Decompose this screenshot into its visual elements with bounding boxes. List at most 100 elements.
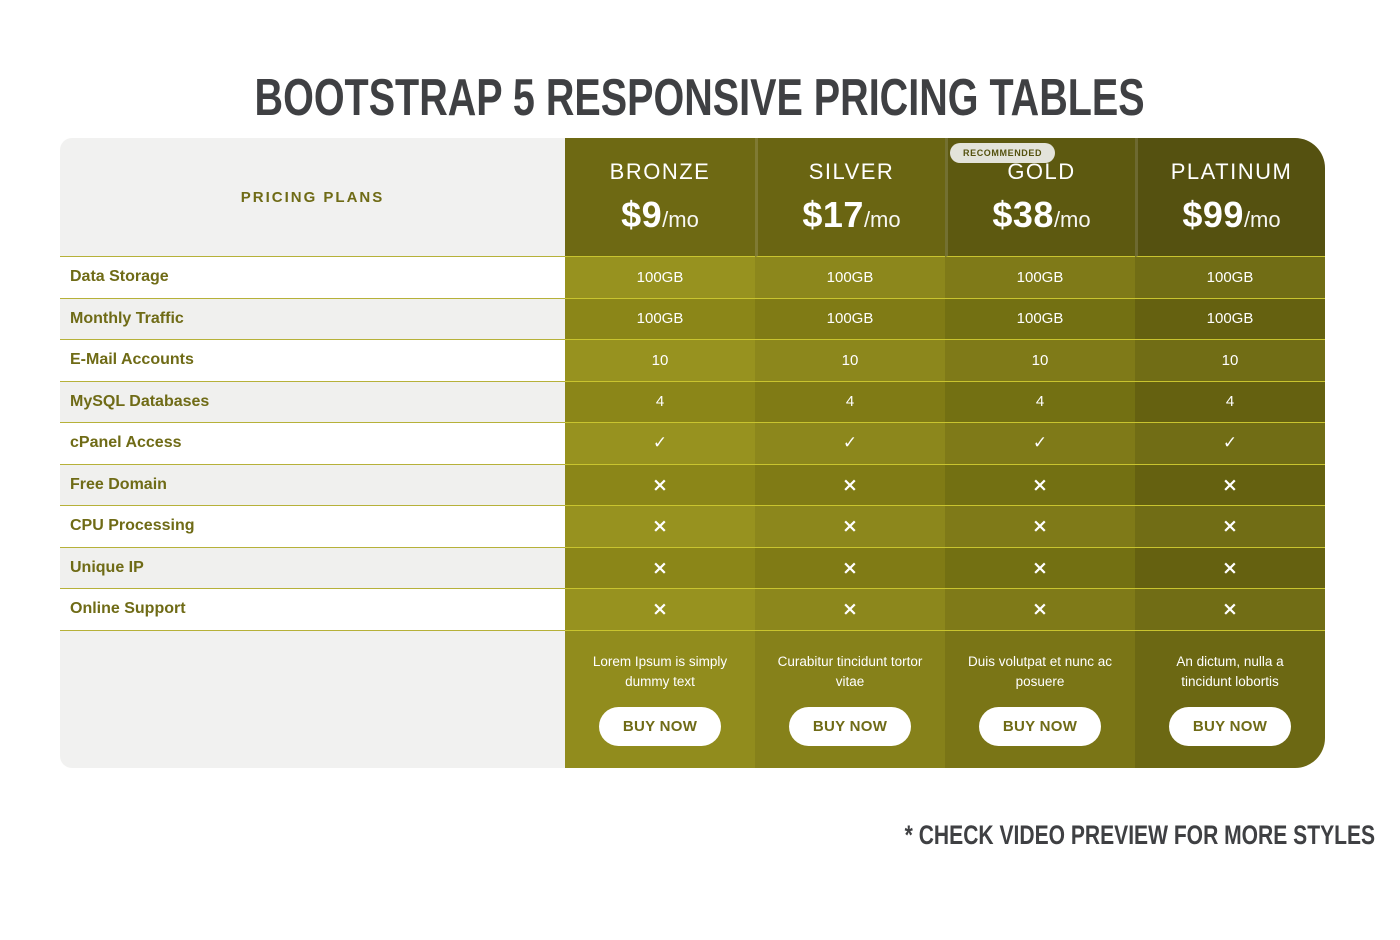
feature-label: Online Support — [70, 600, 186, 618]
plan-value: 10 — [1031, 351, 1049, 369]
plan-value-cell: × — [1135, 506, 1325, 548]
plan-description: An dictum, nulla a tincidunt lobortis — [1176, 654, 1284, 689]
plan-price-amount: $99 — [1182, 193, 1244, 235]
cross-icon: × — [842, 598, 858, 621]
feature-label: CPU Processing — [70, 517, 195, 535]
page-title: BOOTSTRAP 5 RESPONSIVE PRICING TABLES — [254, 69, 1146, 127]
plan-value: 100GB — [826, 310, 874, 328]
plan-value: 100GB — [636, 310, 684, 328]
plan-value-cell: × — [565, 547, 755, 589]
plan-price: $9/mo — [621, 194, 699, 236]
plan-value-cell: 10 — [945, 340, 1135, 382]
plan-value-cell: × — [1135, 589, 1325, 631]
buy-now-button[interactable]: BUY NOW — [1168, 706, 1292, 746]
plan-value: 100GB — [1016, 310, 1064, 328]
buy-now-button[interactable]: BUY NOW — [978, 706, 1102, 746]
page-header: BOOTSTRAP 5 RESPONSIVE PRICING TABLES — [0, 0, 1400, 130]
plan-value-cell: × — [565, 506, 755, 548]
plan-value-cell: 4 — [565, 381, 755, 423]
check-icon: ✓ — [1032, 433, 1048, 454]
plan-value: 100GB — [636, 268, 684, 286]
plan-header-bronze: BRONZE $9/mo — [565, 138, 755, 257]
plan-value-cell: × — [755, 506, 945, 548]
plan-header-gold: RECOMMENDED GOLD $38/mo — [945, 138, 1135, 257]
plan-price-amount: $9 — [621, 193, 663, 235]
cross-icon: × — [1222, 515, 1238, 538]
plan-value-cell: 10 — [565, 340, 755, 382]
feature-label-row: Free Domain — [60, 464, 565, 506]
plan-value-cell: × — [945, 589, 1135, 631]
feature-label: Monthly Traffic — [70, 309, 184, 327]
feature-label-row: E-Mail Accounts — [60, 340, 565, 382]
plan-value: 100GB — [1016, 268, 1064, 286]
feature-label: MySQL Databases — [70, 392, 210, 410]
plan-value-cell: 100GB — [1135, 298, 1325, 340]
cross-icon: × — [1222, 598, 1238, 621]
plan-price-period: /mo — [662, 206, 699, 232]
plan-value-cell: 100GB — [1135, 257, 1325, 299]
cross-icon: × — [1222, 556, 1238, 579]
plan-value-cell: 100GB — [755, 298, 945, 340]
plan-price-period: /mo — [863, 206, 901, 232]
plan-value-cell: × — [945, 464, 1135, 506]
cross-icon: × — [842, 515, 858, 538]
plan-value-cell: × — [1135, 547, 1325, 589]
plan-value-cell: 4 — [945, 381, 1135, 423]
plan-price-amount: $38 — [992, 193, 1054, 235]
cross-icon: × — [1032, 556, 1048, 579]
feature-label-row: CPU Processing — [60, 506, 565, 548]
plan-value-cell: ✓ — [1135, 423, 1325, 465]
buy-now-button[interactable]: BUY NOW — [598, 706, 722, 746]
plan-value: 10 — [651, 351, 669, 369]
cross-icon: × — [1032, 473, 1048, 496]
plan-value: 10 — [1221, 351, 1239, 369]
pricing-table: PRICING PLANS BRONZE $9/mo SILVER $17/mo REC… — [60, 138, 1325, 768]
plan-value-cell: ✓ — [755, 423, 945, 465]
cross-icon: × — [1222, 473, 1238, 496]
plan-value: 4 — [1035, 393, 1045, 411]
plan-value: 10 — [841, 351, 859, 369]
footnote: * CHECK VIDEO PREVIEW FOR MORE STYLES — [0, 820, 1400, 851]
feature-label: Free Domain — [70, 475, 167, 493]
plan-footer-silver: Curabitur tincidunt tortor vitae BUY NOW — [755, 630, 945, 768]
plan-value-cell: × — [1135, 464, 1325, 506]
feature-label-row: Online Support — [60, 589, 565, 631]
plan-value-cell: × — [565, 464, 755, 506]
check-icon: ✓ — [652, 433, 668, 454]
plan-value: 4 — [655, 393, 665, 411]
plan-value-cell: 100GB — [565, 298, 755, 340]
cross-icon: × — [842, 473, 858, 496]
recommended-badge: RECOMMENDED — [950, 143, 1056, 163]
plan-value-cell: × — [945, 506, 1135, 548]
plan-value-cell: 4 — [755, 381, 945, 423]
plan-value: 100GB — [1206, 268, 1254, 286]
plan-price: $38/mo — [992, 194, 1090, 236]
plan-value-cell: × — [565, 589, 755, 631]
check-icon: ✓ — [842, 433, 858, 454]
plan-footer-bronze: Lorem Ipsum is simply dummy text BUY NOW — [565, 630, 755, 768]
plan-value-cell: 10 — [1135, 340, 1325, 382]
buy-now-button[interactable]: BUY NOW — [788, 706, 912, 746]
plan-footer-platinum: An dictum, nulla a tincidunt lobortis BUY… — [1135, 630, 1325, 768]
feature-label: E-Mail Accounts — [70, 351, 194, 369]
cross-icon: × — [1032, 598, 1048, 621]
plan-value-cell: 4 — [1135, 381, 1325, 423]
plan-name: SILVER — [808, 158, 895, 184]
feature-label-row: Monthly Traffic — [60, 298, 565, 340]
plan-name: BRONZE — [609, 158, 711, 184]
plan-value-cell: 100GB — [565, 257, 755, 299]
plan-description: Duis volutpat et nunc ac posuere — [967, 654, 1113, 689]
feature-label: cPanel Access — [70, 434, 182, 452]
plan-value: 100GB — [1206, 310, 1254, 328]
plan-value-cell: × — [755, 547, 945, 589]
plan-price-period: /mo — [1053, 206, 1091, 232]
plan-header-silver: SILVER $17/mo — [755, 138, 945, 257]
plan-value-cell: 100GB — [755, 257, 945, 299]
feature-label-row: Unique IP — [60, 547, 565, 589]
plan-value-cell: 100GB — [945, 298, 1135, 340]
plan-value-cell: × — [945, 547, 1135, 589]
cross-icon: × — [1032, 515, 1048, 538]
plan-header-platinum: PLATINUM $99/mo — [1135, 138, 1325, 257]
plan-value-cell: × — [755, 589, 945, 631]
plan-value: 4 — [1225, 393, 1235, 411]
